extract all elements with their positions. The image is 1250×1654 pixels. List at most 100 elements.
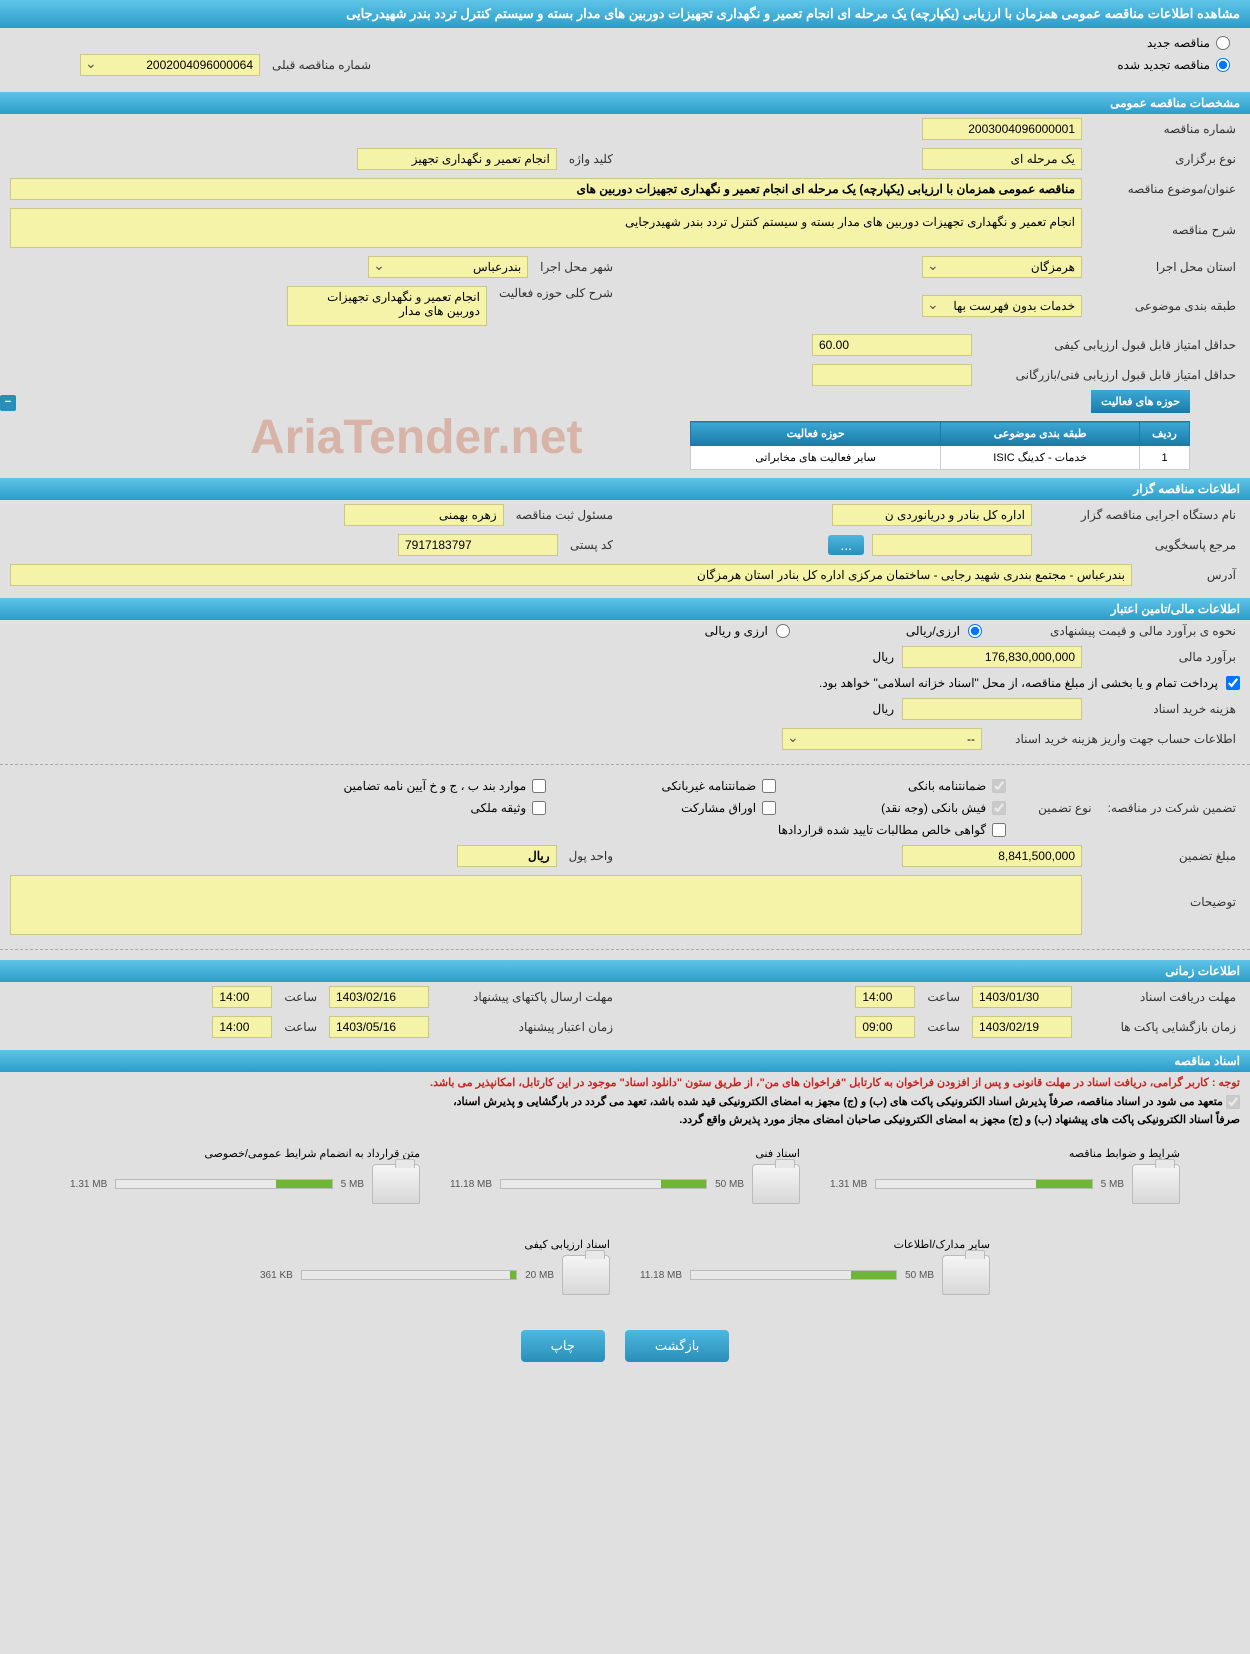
submit-date: 1403/02/16 xyxy=(329,986,429,1008)
city-select[interactable]: بندرعباس xyxy=(368,256,528,278)
table-row: 1خدمات - کدینگ ISICسایر فعالیت های مخابر… xyxy=(691,446,1190,470)
check-claims[interactable] xyxy=(992,823,1006,837)
notes-label: توضیحات xyxy=(1090,875,1240,909)
keyword-label: کلید واژه xyxy=(565,152,617,166)
document-card[interactable]: سایر مدارک/اطلاعات 50 MB 11.18 MB xyxy=(640,1234,990,1295)
inquiry-label: مرجع پاسخگویی xyxy=(1040,538,1240,552)
folder-icon[interactable] xyxy=(1132,1164,1180,1204)
min-tech-label: حداقل امتیاز قابل قبول ارزیابی فنی/بازرگ… xyxy=(980,368,1240,382)
progress-bar xyxy=(875,1179,1092,1189)
opening-date: 1403/02/19 xyxy=(972,1016,1072,1038)
registrar-label: مسئول ثبت مناقصه xyxy=(512,508,617,522)
commitment-checkbox xyxy=(1226,1095,1240,1109)
submit-time: 14:00 xyxy=(212,986,272,1008)
postal-field: 7917183797 xyxy=(398,534,558,556)
postal-label: کد پستی xyxy=(566,538,617,552)
province-label: استان محل اجرا xyxy=(1090,260,1240,274)
rial-label: ارزی/ریالی xyxy=(906,624,960,638)
estimate-field: 176,830,000,000 xyxy=(902,646,1082,668)
subject-field: مناقصه عمومی همزمان با ارزیابی (یکپارچه)… xyxy=(10,178,1082,200)
folder-icon[interactable] xyxy=(942,1255,990,1295)
rial-unit-1: ریال xyxy=(872,650,894,664)
doc-limit: 5 MB xyxy=(341,1179,364,1190)
progress-bar xyxy=(690,1270,897,1280)
check-receipt xyxy=(992,801,1006,815)
check-property[interactable] xyxy=(532,801,546,815)
org-name-label: نام دستگاه اجرایی مناقصه گزار xyxy=(1040,508,1240,522)
financial-section-header: اطلاعات مالی/تامین اعتبار xyxy=(0,598,1250,620)
document-card[interactable]: اسناد فنی 50 MB 11.18 MB xyxy=(450,1143,800,1204)
unit-label: واحد پول xyxy=(565,849,617,863)
doc-limit: 50 MB xyxy=(905,1270,934,1281)
keyword-field: انجام تعمیر و نگهداری تجهیز xyxy=(357,148,557,170)
doc-title: شرایط و ضوابط مناقصه xyxy=(830,1143,1180,1164)
inquiry-browse-button[interactable]: ... xyxy=(828,535,864,555)
source-note: پرداخت تمام و یا بخشی از مبلغ مناقصه، از… xyxy=(819,676,1218,690)
description-field: انجام تعمیر و نگهداری تجهیزات دوربین های… xyxy=(10,208,1082,248)
estimate-label: برآورد مالی xyxy=(1090,650,1240,664)
description-label: شرح مناقصه xyxy=(1090,208,1240,237)
hour-label-2: ساعت xyxy=(280,990,321,1004)
submit-label: مهلت ارسال پاکتهای پیشنهاد xyxy=(437,990,617,1004)
notes-field[interactable] xyxy=(10,875,1082,935)
col-activity: حوزه فعالیت xyxy=(691,422,941,446)
prev-number-label: شماره مناقصه قبلی xyxy=(268,58,375,72)
min-tech-field xyxy=(812,364,972,386)
check-bank-guarantee xyxy=(992,779,1006,793)
document-card[interactable]: شرایط و ضوابط مناقصه 5 MB 1.31 MB xyxy=(830,1143,1180,1204)
holding-type-label: نوع برگزاری xyxy=(1090,152,1240,166)
hour-label-1: ساعت xyxy=(923,990,964,1004)
check-bond[interactable] xyxy=(532,779,546,793)
back-button[interactable]: بازگشت xyxy=(625,1330,729,1362)
progress-bar xyxy=(115,1179,332,1189)
province-select[interactable]: هرمزگان xyxy=(922,256,1082,278)
tender-number-label: شماره مناقصه xyxy=(1090,122,1240,136)
doc-title: اسناد فنی xyxy=(450,1143,800,1164)
receive-label: مهلت دریافت اسناد xyxy=(1080,990,1240,1004)
radio-both[interactable] xyxy=(776,624,790,638)
progress-bar xyxy=(301,1270,517,1280)
opening-time: 09:00 xyxy=(855,1016,915,1038)
activity-desc-field: انجام تعمیر و نگهداری تجهیزات دوربین های… xyxy=(287,286,487,326)
print-button[interactable]: چاپ xyxy=(521,1330,605,1362)
category-label: طبقه بندی موضوعی xyxy=(1090,299,1240,313)
radio-renewed-tender[interactable] xyxy=(1216,58,1230,72)
hour-label-4: ساعت xyxy=(280,1020,321,1034)
unit-field: ریال xyxy=(457,845,557,867)
activity-desc-label: شرح کلی حوزه فعالیت xyxy=(495,286,617,300)
folder-icon[interactable] xyxy=(372,1164,420,1204)
check-nonbank[interactable] xyxy=(762,779,776,793)
folder-icon[interactable] xyxy=(752,1164,800,1204)
page-title: مشاهده اطلاعات مناقصه عمومی همزمان با ار… xyxy=(346,6,1240,21)
prev-number-select[interactable]: 2002004096000064 xyxy=(80,54,260,76)
activity-table: ردیف طبقه بندی موضوعی حوزه فعالیت 1خدمات… xyxy=(690,421,1190,470)
documents-section-header: اسناد مناقصه xyxy=(0,1050,1250,1072)
doc-used: 1.31 MB xyxy=(830,1179,867,1190)
hour-label-3: ساعت xyxy=(923,1020,964,1034)
tender-type-group: مناقصه جدید مناقصه تجدید شده شماره مناقص… xyxy=(0,28,1250,84)
folder-icon[interactable] xyxy=(562,1255,610,1295)
min-qual-label: حداقل امتیاز قابل قبول ارزیابی کیفی xyxy=(980,338,1240,352)
document-card[interactable]: اسناد ارزیابی کیفی 20 MB 361 KB xyxy=(260,1234,610,1295)
participation-label: تضمین شرکت در مناقصه: xyxy=(1104,801,1240,815)
doc-limit: 20 MB xyxy=(525,1270,554,1281)
documents-grid: شرایط و ضوابط مناقصه 5 MB 1.31 MB اسناد … xyxy=(0,1128,1250,1310)
min-qual-field: 60.00 xyxy=(812,334,972,356)
check-securities[interactable] xyxy=(762,801,776,815)
radio-new-tender[interactable] xyxy=(1216,36,1230,50)
radio-rial[interactable] xyxy=(968,624,982,638)
category-select[interactable]: خدمات بدون فهرست بها xyxy=(922,295,1082,317)
collapse-icon[interactable]: − xyxy=(0,395,16,411)
document-card[interactable]: متن قرارداد به انضمام شرایط عمومی/خصوصی … xyxy=(70,1143,420,1204)
account-select[interactable]: -- xyxy=(782,728,982,750)
doc-limit: 5 MB xyxy=(1101,1179,1124,1190)
treasury-checkbox[interactable] xyxy=(1226,676,1240,690)
opening-label: زمان بازگشایی پاکت ها xyxy=(1080,1020,1240,1034)
validity-date: 1403/05/16 xyxy=(329,1016,429,1038)
radio-new-label: مناقصه جدید xyxy=(1147,36,1210,50)
notice-1: متعهد می شود در اسناد مناقصه، صرفاً پذیر… xyxy=(0,1093,1250,1111)
tender-number-field: 2003004096000001 xyxy=(922,118,1082,140)
col-row: ردیف xyxy=(1140,422,1190,446)
account-info-label: اطلاعات حساب جهت واریز هزینه خرید اسناد xyxy=(990,732,1240,746)
validity-time: 14:00 xyxy=(212,1016,272,1038)
